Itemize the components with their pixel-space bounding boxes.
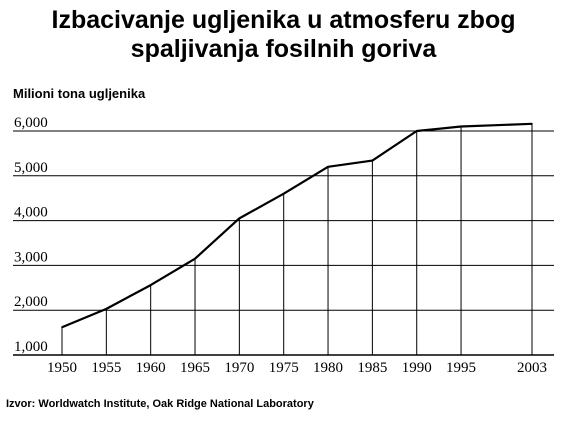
y-axis-label: Milioni tona ugljenika bbox=[13, 86, 146, 101]
data-point bbox=[415, 130, 418, 132]
x-tick-label: 1980 bbox=[313, 360, 343, 376]
y-tick-label: 6,000 bbox=[14, 115, 48, 131]
x-tick-label: 1960 bbox=[136, 360, 166, 376]
y-tick-label: 4,000 bbox=[14, 205, 48, 221]
data-point bbox=[282, 192, 285, 195]
data-point bbox=[327, 166, 329, 168]
data-point bbox=[531, 123, 533, 125]
data-point bbox=[149, 284, 152, 286]
chart-title-line-1: Izbacivanje ugljenika u atmosferu zbog bbox=[51, 6, 516, 34]
x-tick-label: 1990 bbox=[402, 360, 432, 376]
y-tick-label: 2,000 bbox=[14, 294, 48, 310]
x-tick-label: 1950 bbox=[47, 360, 77, 376]
data-point bbox=[105, 308, 108, 310]
x-tick-label: 1965 bbox=[180, 360, 210, 376]
data-point bbox=[371, 159, 374, 162]
data-point bbox=[194, 257, 196, 260]
data-point bbox=[61, 326, 63, 329]
x-tick-label: 1970 bbox=[224, 360, 254, 376]
chart-title-line-2: spaljivanja fosilnih goriva bbox=[130, 35, 437, 63]
source-note: Izvor: Worldwatch Institute, Oak Ridge N… bbox=[6, 398, 314, 410]
x-tick-label: 1985 bbox=[357, 360, 387, 376]
x-tick-label: 1955 bbox=[91, 360, 121, 376]
y-tick-label: 5,000 bbox=[14, 160, 48, 176]
chart-title: Izbacivanje ugljenika u atmosferu zbog s… bbox=[0, 6, 567, 64]
x-tick-label: 2003 bbox=[517, 360, 547, 376]
x-tick-label: 1995 bbox=[446, 360, 476, 376]
x-tick-label: 1975 bbox=[269, 360, 299, 376]
y-tick-label: 3,000 bbox=[14, 249, 48, 265]
data-point bbox=[238, 217, 241, 220]
data-point bbox=[460, 125, 462, 128]
y-tick-label: 1,000 bbox=[14, 339, 48, 355]
